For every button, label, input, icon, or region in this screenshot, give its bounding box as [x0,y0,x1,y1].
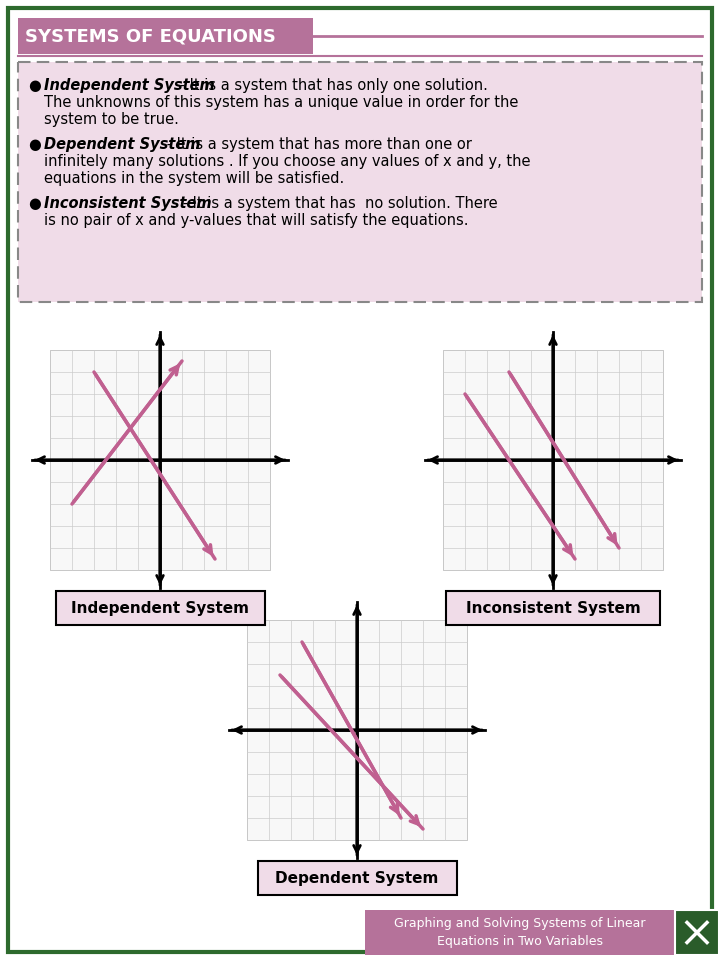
FancyBboxPatch shape [446,591,660,625]
FancyBboxPatch shape [443,350,663,570]
FancyBboxPatch shape [55,591,264,625]
Text: Dependent System: Dependent System [44,137,200,152]
Text: Independent System: Independent System [44,78,215,93]
Text: Graphing and Solving Systems of Linear
Equations in Two Variables: Graphing and Solving Systems of Linear E… [395,917,646,948]
Text: Inconsistent System: Inconsistent System [466,601,640,615]
Text: is no pair of x and y-values that will satisfy the equations.: is no pair of x and y-values that will s… [44,213,469,228]
Text: The unknowns of this system has a unique value in order for the: The unknowns of this system has a unique… [44,95,518,110]
Text: ●: ● [28,196,41,211]
Text: system to be true.: system to be true. [44,112,179,127]
Text: SYSTEMS OF EQUATIONS: SYSTEMS OF EQUATIONS [25,27,276,45]
Text: - It is a system that has  no solution. There: - It is a system that has no solution. T… [178,196,498,211]
Text: ●: ● [28,137,41,152]
FancyBboxPatch shape [247,620,467,840]
FancyBboxPatch shape [50,350,270,570]
Text: Independent System: Independent System [71,601,249,615]
Text: equations in the system will be satisfied.: equations in the system will be satisfie… [44,171,344,186]
Text: infinitely many solutions . If you choose any values of x and y, the: infinitely many solutions . If you choos… [44,154,531,169]
FancyBboxPatch shape [258,861,456,895]
FancyBboxPatch shape [8,8,712,952]
FancyBboxPatch shape [18,18,313,54]
Text: - It is a system that has only one solution.: - It is a system that has only one solut… [175,78,488,93]
Text: ●: ● [28,78,41,93]
Text: Dependent System: Dependent System [275,871,438,885]
Text: - It is a system that has more than one or: - It is a system that has more than one … [162,137,472,152]
FancyBboxPatch shape [365,910,675,955]
FancyBboxPatch shape [18,62,702,302]
FancyBboxPatch shape [675,910,719,955]
Text: Inconsistent System: Inconsistent System [44,196,212,211]
